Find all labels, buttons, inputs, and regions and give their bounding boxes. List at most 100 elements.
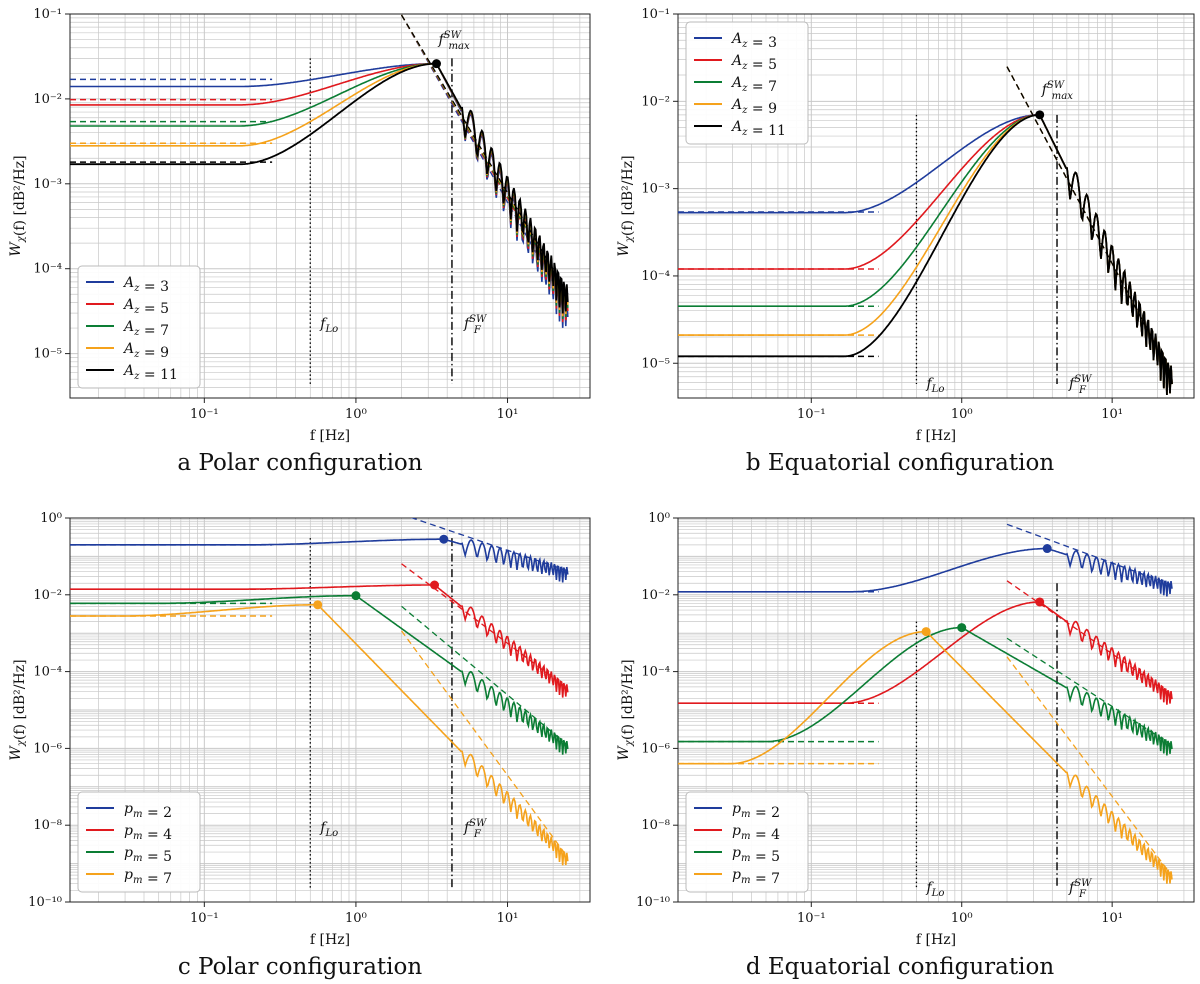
- legend-c: pm = 2pm = 4pm = 5pm = 7: [77, 791, 201, 893]
- peak-marker: [351, 591, 361, 601]
- y-tick-label: 10⁰: [40, 511, 62, 526]
- legend-label: Az = 5: [122, 297, 169, 317]
- legend-label: pm = 2: [732, 801, 780, 821]
- f-max-label: fSW max: [437, 30, 470, 52]
- x-tick-label: 10⁰: [345, 407, 367, 422]
- x-tick-label: 10⁻¹: [797, 911, 826, 926]
- f-lo-label: fLo: [319, 316, 338, 335]
- f-max-label: fSW max: [1041, 80, 1074, 102]
- legend-label: pm = 4: [124, 823, 172, 843]
- y-tick-label: 10⁻³: [641, 182, 670, 197]
- peak-marker: [957, 623, 967, 633]
- peak-marker: [1035, 110, 1045, 120]
- x-tick-label: 10¹: [1101, 911, 1123, 926]
- legend-label: Az = 7: [122, 319, 169, 339]
- x-axis-label: f [Hz]: [916, 932, 956, 948]
- series-line-green: [678, 626, 1173, 756]
- peak-marker: [439, 534, 449, 544]
- y-tick-label: 10⁻¹⁰: [636, 895, 670, 910]
- caption-b: b Equatorial configuration: [745, 450, 1055, 476]
- panel-d: 10⁻¹ 10⁰ 10¹ 10⁻¹⁰ 10⁻⁸ 10⁻⁶ 10⁻⁴ 10⁻² 10⁰ f [Hz]…: [616, 511, 1195, 948]
- legend-label: pm = 7: [124, 867, 172, 887]
- y-tick-label: 10⁰: [648, 511, 670, 526]
- panel-c: 10⁻¹ 10⁰ 10¹ 10⁻¹⁰ 10⁻⁸ 10⁻⁶ 10⁻⁴ 10⁻² 10⁰ f [Hz]…: [8, 511, 591, 948]
- legend-label: pm = 5: [124, 845, 172, 865]
- plot-area-c: [70, 518, 569, 888]
- series-line-blue: [678, 547, 1173, 597]
- peak-marker: [431, 59, 441, 69]
- legend-box: [685, 21, 809, 145]
- series-line-blue: [70, 538, 569, 583]
- y-tick-label: 10⁻⁴: [641, 269, 670, 284]
- x-tick-label: 10⁻¹: [190, 407, 219, 422]
- legend-label: pm = 4: [732, 823, 780, 843]
- x-tick-label: 10⁻¹: [797, 407, 826, 422]
- panel-a: 10⁻¹ 10⁰ 10¹ 10⁻⁵ 10⁻⁴ 10⁻³ 10⁻² 10⁻¹ f [Hz] Wχ(f…: [8, 7, 591, 444]
- y-tick-label: 10⁻⁴: [33, 262, 62, 277]
- legend-a: Az = 3Az = 5Az = 7Az = 9Az = 11: [77, 265, 201, 389]
- plot-frame: [69, 517, 591, 903]
- x-tick-label: 10⁰: [951, 407, 973, 422]
- y-tick-label: 10⁻²: [641, 94, 670, 109]
- series-line-red: [70, 584, 569, 698]
- f-lo-label: fLo: [319, 820, 338, 839]
- x-axis-label: f [Hz]: [310, 428, 350, 444]
- x-axis-label: f [Hz]: [916, 428, 956, 444]
- legend-label: pm = 2: [124, 801, 172, 821]
- y-tick-label: 10⁻⁸: [33, 818, 62, 833]
- y-tick-label: 10⁻¹: [33, 7, 62, 22]
- x-tick-label: 10⁻¹: [190, 911, 219, 926]
- y-axis-label: Wχ(f) [dB²/Hz]: [8, 155, 28, 256]
- legend-box: [77, 265, 201, 389]
- x-tick-label: 10¹: [1101, 407, 1123, 422]
- series-line-green: [70, 594, 569, 755]
- hf-asymptote-orange: [1006, 656, 1173, 877]
- peak-marker: [921, 627, 931, 637]
- legend-d: pm = 2pm = 4pm = 5pm = 7: [685, 791, 809, 893]
- series-line-red: [678, 601, 1173, 705]
- panel-b: 10⁻¹ 10⁰ 10¹ 10⁻⁵ 10⁻⁴ 10⁻³ 10⁻² 10⁻¹ f [Hz] Wχ(f…: [616, 7, 1195, 444]
- legend-label: pm = 7: [732, 867, 780, 887]
- y-tick-label: 10⁻¹: [641, 7, 670, 22]
- x-axis-label: f [Hz]: [310, 932, 350, 948]
- legend-label: Az = 3: [122, 275, 169, 295]
- legend-label: Az = 11: [730, 119, 786, 139]
- x-tick-label: 10⁰: [345, 911, 367, 926]
- x-tick-label: 10¹: [497, 407, 519, 422]
- f-f-label: fSW F: [463, 818, 488, 840]
- y-tick-label: 10⁻²: [641, 588, 670, 603]
- plot-area-a: [70, 14, 569, 384]
- y-tick-label: 10⁻⁸: [641, 818, 670, 833]
- caption-c: c Polar configuration: [177, 954, 423, 980]
- legend-box: [685, 791, 809, 893]
- f-lo-label: fLo: [925, 880, 944, 899]
- legend-label: Az = 3: [730, 31, 777, 51]
- y-tick-label: 10⁻²: [33, 92, 62, 107]
- plot-frame: [677, 517, 1195, 903]
- plot-frame: [69, 13, 591, 399]
- legend-label: pm = 5: [732, 845, 780, 865]
- y-tick-label: 10⁻¹⁰: [28, 895, 62, 910]
- plot-area-b: [678, 66, 1173, 396]
- y-tick-label: 10⁻⁵: [33, 347, 62, 362]
- peak-marker: [1042, 544, 1052, 554]
- x-tick-label: 10⁰: [951, 911, 973, 926]
- y-axis-label: Wχ(f) [dB²/Hz]: [616, 155, 636, 256]
- caption-a: a Polar configuration: [177, 450, 423, 476]
- y-tick-label: 10⁻²: [33, 588, 62, 603]
- legend-b: Az = 3Az = 5Az = 7Az = 9Az = 11: [685, 21, 809, 145]
- y-axis-label: Wχ(f) [dB²/Hz]: [616, 659, 636, 760]
- caption-d: d Equatorial configuration: [745, 954, 1055, 980]
- y-tick-label: 10⁻⁴: [641, 665, 670, 680]
- plot-frame: [677, 13, 1195, 399]
- peak-marker: [430, 580, 440, 590]
- plot-area-d: [678, 523, 1173, 888]
- f-f-label: fSW F: [1068, 374, 1093, 396]
- legend-label: Az = 11: [122, 363, 178, 383]
- y-axis-label: Wχ(f) [dB²/Hz]: [8, 659, 28, 760]
- x-tick-label: 10¹: [497, 911, 519, 926]
- peak-marker: [1035, 597, 1045, 607]
- f-f-label: fSW F: [1068, 878, 1093, 900]
- f-f-label: fSW F: [463, 314, 488, 336]
